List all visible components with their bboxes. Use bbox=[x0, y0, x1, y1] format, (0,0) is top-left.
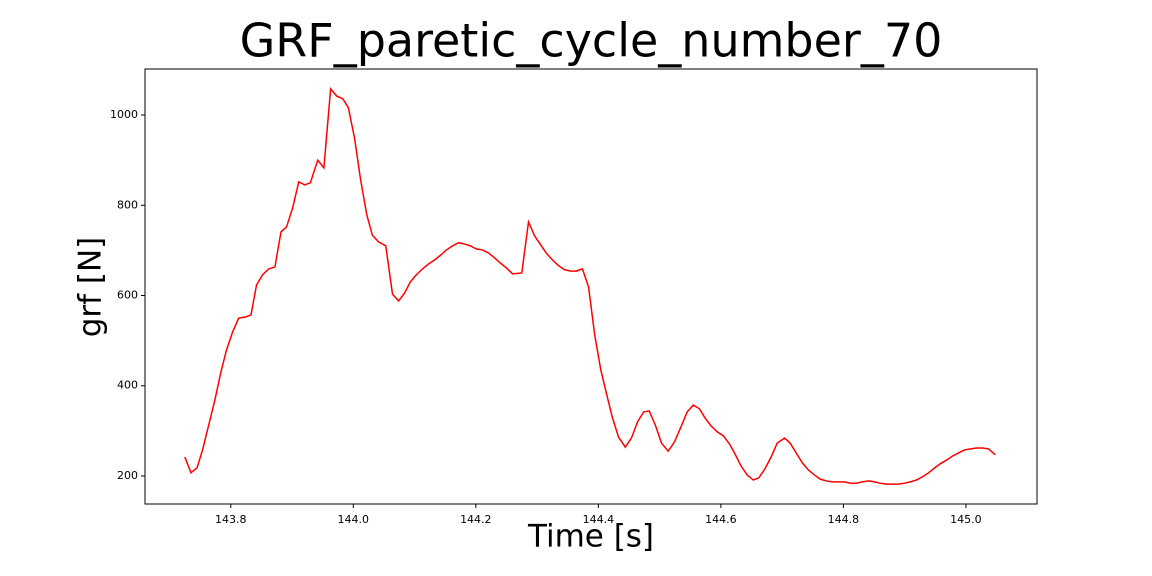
data-line bbox=[184, 86, 996, 485]
x-tick-label: 145.0 bbox=[950, 513, 982, 526]
x-tick-label: 144.6 bbox=[705, 513, 737, 526]
x-tick-label: 143.8 bbox=[215, 513, 247, 526]
chart-title: GRF_paretic_cycle_number_70 bbox=[240, 14, 943, 68]
plot-frame bbox=[144, 68, 1038, 505]
y-tick-label: 600 bbox=[117, 289, 138, 302]
x-tick-label: 144.0 bbox=[338, 513, 370, 526]
y-tick-label: 200 bbox=[117, 469, 138, 482]
x-tick-label: 144.8 bbox=[828, 513, 860, 526]
y-axis-label: grf [N] bbox=[73, 237, 109, 338]
y-tick-label: 1000 bbox=[110, 108, 138, 121]
y-tick-label: 400 bbox=[117, 379, 138, 392]
x-axis-label: Time [s] bbox=[527, 519, 654, 555]
x-tick-label: 144.4 bbox=[583, 513, 615, 526]
y-tick-label: 800 bbox=[117, 198, 138, 211]
x-tick-label: 144.2 bbox=[460, 513, 492, 526]
